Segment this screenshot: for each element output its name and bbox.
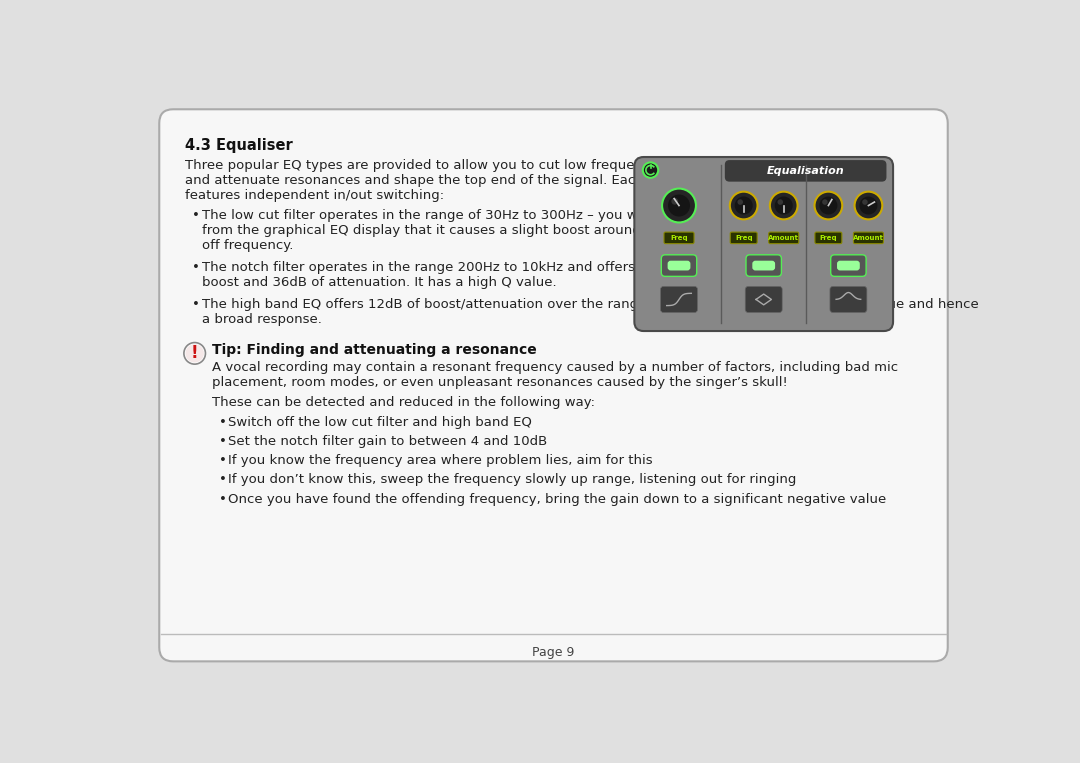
FancyBboxPatch shape (853, 232, 883, 243)
Circle shape (669, 195, 690, 217)
Text: Freq: Freq (820, 235, 837, 241)
Circle shape (734, 197, 753, 214)
FancyBboxPatch shape (661, 255, 697, 276)
Text: and attenuate resonances and shape the top end of the signal. Each EQ type: and attenuate resonances and shape the t… (186, 174, 701, 187)
Circle shape (862, 199, 867, 204)
Circle shape (860, 197, 877, 214)
Circle shape (184, 343, 205, 364)
Text: Switch off the low cut filter and high band EQ: Switch off the low cut filter and high b… (228, 416, 531, 429)
Circle shape (778, 199, 783, 204)
Circle shape (672, 198, 678, 204)
FancyBboxPatch shape (634, 157, 893, 331)
Text: •: • (218, 493, 227, 506)
Text: •: • (218, 454, 227, 467)
Text: Equalisation: Equalisation (767, 166, 845, 175)
Text: If you know the frequency area where problem lies, aim for this: If you know the frequency area where pro… (228, 454, 652, 467)
Text: boost and 36dB of attenuation. It has a high Q value.: boost and 36dB of attenuation. It has a … (202, 275, 557, 288)
Circle shape (814, 192, 842, 220)
FancyBboxPatch shape (753, 261, 775, 270)
Text: The low cut filter operates in the range of 30Hz to 300Hz – you will see: The low cut filter operates in the range… (202, 209, 677, 222)
Text: •: • (218, 474, 227, 487)
FancyBboxPatch shape (730, 232, 757, 243)
Text: off frequency.: off frequency. (202, 239, 294, 252)
Text: Set the notch filter gain to between 4 and 10dB: Set the notch filter gain to between 4 a… (228, 435, 548, 448)
FancyBboxPatch shape (837, 261, 860, 270)
Text: Page 9: Page 9 (532, 645, 575, 658)
Circle shape (854, 192, 882, 220)
Text: •: • (191, 298, 200, 311)
FancyBboxPatch shape (664, 232, 694, 243)
Text: Three popular EQ types are provided to allow you to cut low frequencies, find: Three popular EQ types are provided to a… (186, 159, 703, 172)
Circle shape (730, 192, 757, 220)
Circle shape (770, 192, 798, 220)
Text: Amount: Amount (853, 235, 883, 241)
FancyBboxPatch shape (745, 286, 782, 313)
Text: The notch filter operates in the range 200Hz to 10kHz and offers 12dB of: The notch filter operates in the range 2… (202, 261, 691, 274)
Circle shape (774, 197, 793, 214)
FancyBboxPatch shape (831, 255, 866, 276)
FancyBboxPatch shape (815, 232, 842, 243)
Text: a broad response.: a broad response. (202, 313, 322, 326)
FancyBboxPatch shape (159, 109, 948, 662)
Text: •: • (191, 209, 200, 222)
Text: Tip: Finding and attenuating a resonance: Tip: Finding and attenuating a resonance (213, 343, 537, 356)
FancyBboxPatch shape (769, 232, 799, 243)
Circle shape (738, 199, 743, 204)
FancyBboxPatch shape (667, 261, 690, 270)
Text: 4.3 Equaliser: 4.3 Equaliser (186, 138, 293, 153)
FancyBboxPatch shape (829, 286, 867, 313)
Text: Once you have found the offending frequency, bring the gain down to a significan: Once you have found the offending freque… (228, 493, 886, 506)
Text: from the graphical EQ display that it causes a slight boost around its cut-: from the graphical EQ display that it ca… (202, 224, 691, 237)
Circle shape (643, 163, 658, 178)
Text: features independent in/out switching:: features independent in/out switching: (186, 188, 445, 201)
Text: Amount: Amount (768, 235, 799, 241)
Text: Freq: Freq (734, 235, 753, 241)
Text: These can be detected and reduced in the following way:: These can be detected and reduced in the… (213, 397, 595, 410)
Text: •: • (191, 261, 200, 274)
Circle shape (186, 344, 204, 362)
Circle shape (662, 188, 696, 223)
FancyBboxPatch shape (746, 255, 782, 276)
Text: placement, room modes, or even unpleasant resonances caused by the singer’s skul: placement, room modes, or even unpleasan… (213, 375, 788, 388)
Text: •: • (218, 435, 227, 448)
Circle shape (820, 197, 837, 214)
FancyBboxPatch shape (661, 286, 698, 313)
Text: •: • (218, 416, 227, 429)
Text: A vocal recording may contain a resonant frequency caused by a number of factors: A vocal recording may contain a resonant… (213, 361, 899, 374)
FancyBboxPatch shape (725, 160, 887, 182)
Text: The high band EQ offers 12dB of boost/attenuation over the range of 1kHz to 20kH: The high band EQ offers 12dB of boost/at… (202, 298, 980, 311)
Circle shape (822, 199, 827, 204)
Text: If you don’t know this, sweep the frequency slowly up range, listening out for r: If you don’t know this, sweep the freque… (228, 474, 796, 487)
Text: !: ! (191, 344, 199, 362)
Text: Freq: Freq (671, 235, 688, 241)
